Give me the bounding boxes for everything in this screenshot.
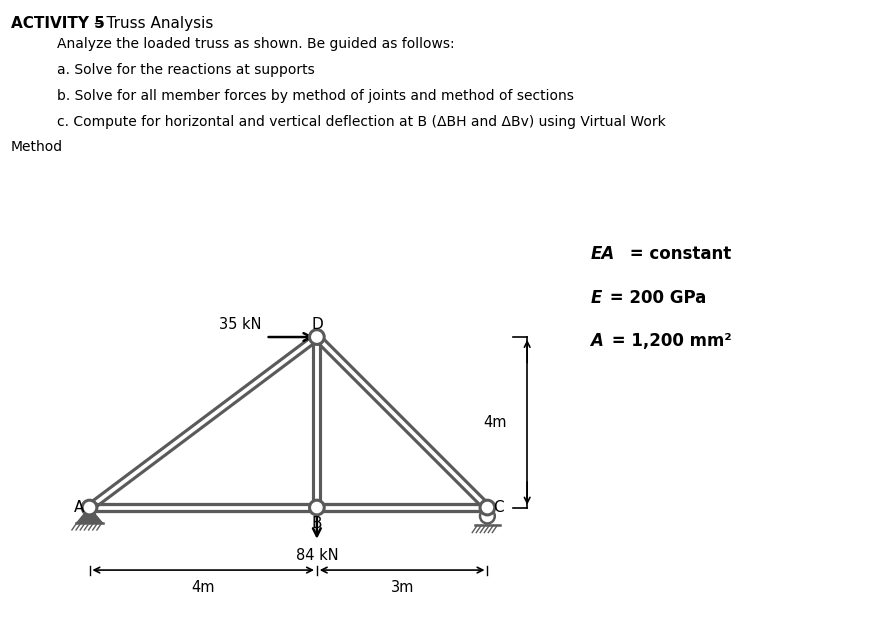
Text: 3m: 3m xyxy=(390,580,414,595)
Circle shape xyxy=(480,509,495,524)
Circle shape xyxy=(85,502,94,513)
Text: EA: EA xyxy=(590,245,615,263)
Text: 84 kN: 84 kN xyxy=(295,549,338,564)
Text: b. Solve for all member forces by method of joints and method of sections: b. Solve for all member forces by method… xyxy=(57,89,574,103)
Text: c. Compute for horizontal and vertical deflection at B (ΔBH and ΔBv) using Virtu: c. Compute for horizontal and vertical d… xyxy=(57,115,666,129)
Text: A: A xyxy=(590,332,603,350)
Text: A: A xyxy=(74,500,85,515)
Circle shape xyxy=(81,499,98,516)
Circle shape xyxy=(308,329,325,345)
Circle shape xyxy=(482,502,492,513)
Text: – Truss Analysis: – Truss Analysis xyxy=(94,16,213,31)
Circle shape xyxy=(312,502,322,513)
Circle shape xyxy=(479,499,496,516)
Text: = 1,200 mm²: = 1,200 mm² xyxy=(606,332,732,350)
Polygon shape xyxy=(77,507,102,522)
Circle shape xyxy=(312,332,322,342)
Text: 35 kN: 35 kN xyxy=(218,317,261,332)
Text: = 200 GPa: = 200 GPa xyxy=(604,289,707,307)
Text: Analyze the loaded truss as shown. Be guided as follows:: Analyze the loaded truss as shown. Be gu… xyxy=(57,37,455,52)
Text: Method: Method xyxy=(11,140,63,155)
Text: 4m: 4m xyxy=(484,415,507,430)
Text: E: E xyxy=(590,289,602,307)
Text: a. Solve for the reactions at supports: a. Solve for the reactions at supports xyxy=(57,63,315,77)
Text: B: B xyxy=(312,516,322,531)
Text: C: C xyxy=(493,500,504,515)
Text: = constant: = constant xyxy=(624,245,731,263)
Text: ACTIVITY 5: ACTIVITY 5 xyxy=(11,16,105,31)
Circle shape xyxy=(308,499,325,516)
Text: 4m: 4m xyxy=(191,580,215,595)
Text: D: D xyxy=(311,317,322,332)
